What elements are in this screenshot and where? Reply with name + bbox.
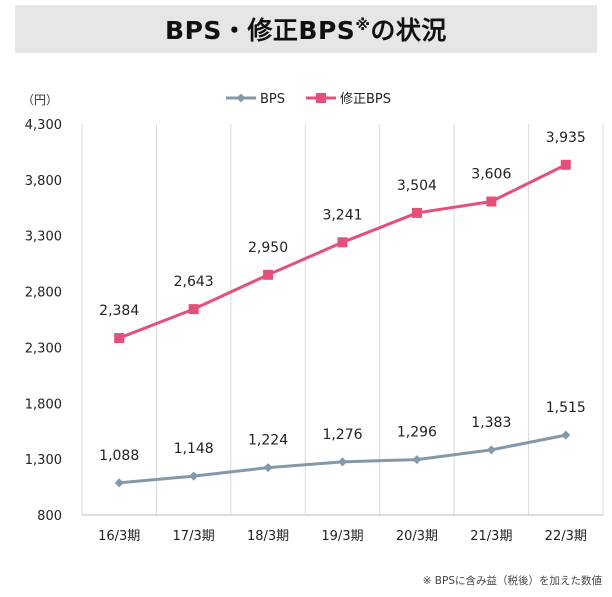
data-label: 2,643 [174, 274, 214, 290]
page-title: BPS・修正BPS※の状況 [165, 11, 447, 47]
data-point [411, 207, 422, 218]
data-point [263, 269, 274, 280]
data-point [486, 196, 497, 207]
legend-marker [236, 93, 246, 103]
y-tick-label: 3,800 [25, 174, 62, 189]
series-line-adjusted-bps [118, 163, 567, 340]
x-tick-label: 17/3期 [173, 529, 215, 544]
y-tick-label: 4,300 [25, 118, 62, 133]
data-point [486, 445, 496, 455]
x-tick-label: 22/3期 [545, 529, 587, 544]
data-point [114, 478, 124, 488]
data-label: 2,384 [99, 303, 139, 319]
title-main: BPS・修正BPS [165, 16, 356, 45]
data-label: 1,276 [322, 427, 362, 443]
data-label: 3,935 [546, 130, 586, 146]
data-point [337, 237, 348, 248]
data-point [114, 333, 125, 344]
data-label: 3,504 [397, 178, 437, 194]
title-bar: BPS・修正BPS※の状況 [15, 5, 597, 53]
data-label: 1,383 [471, 415, 511, 431]
x-tick-label: 21/3期 [470, 529, 512, 544]
data-point [263, 463, 273, 473]
y-tick-label: 3,300 [25, 230, 62, 245]
data-label: 3,606 [471, 167, 511, 183]
data-label: 1,296 [397, 425, 437, 441]
data-label: 1,148 [174, 441, 214, 457]
y-tick-label: 800 [37, 509, 62, 524]
title-note-mark: ※ [355, 16, 371, 34]
data-point [188, 304, 199, 315]
x-tick-label: 18/3期 [247, 529, 289, 544]
x-tick-label: 16/3期 [98, 529, 140, 544]
data-point [561, 430, 571, 440]
data-label: 3,241 [322, 207, 362, 223]
x-tick-label: 20/3期 [396, 529, 438, 544]
title-tail: の状況 [370, 16, 447, 45]
legend-label: 修正BPS [340, 92, 391, 107]
legend-label: BPS [260, 92, 285, 107]
footnote: ※ BPSに含み益（税後）を加えた数値 [422, 575, 602, 587]
y-axis-unit-label: （円） [22, 93, 59, 107]
data-label: 1,515 [546, 400, 586, 416]
data-label: 1,224 [248, 433, 288, 449]
y-tick-label: 2,800 [25, 286, 62, 301]
data-point [560, 159, 571, 170]
y-tick-label: 1,300 [25, 453, 62, 468]
x-tick-label: 19/3期 [321, 529, 363, 544]
data-point [338, 457, 347, 467]
y-tick-label: 1,800 [25, 397, 62, 412]
data-label: 2,950 [248, 240, 288, 256]
data-point [189, 471, 199, 481]
data-point [412, 455, 422, 465]
data-label: 1,088 [99, 448, 139, 464]
legend-marker [316, 93, 326, 103]
y-tick-label: 2,300 [25, 341, 62, 356]
